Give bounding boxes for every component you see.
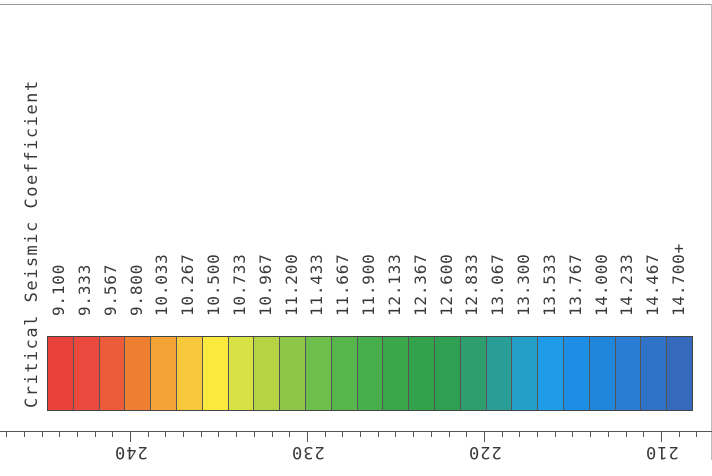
color-swatch bbox=[486, 337, 513, 410]
color-swatch bbox=[409, 337, 435, 410]
legend-value-label: 13.533 bbox=[539, 253, 559, 316]
ruler-minor-tick bbox=[42, 431, 43, 437]
color-swatch bbox=[383, 337, 410, 410]
legend-value-label: 10.733 bbox=[229, 253, 249, 316]
legend-value-label: 12.133 bbox=[384, 253, 404, 316]
legend-value-label: 11.667 bbox=[333, 253, 353, 316]
color-swatch bbox=[202, 337, 229, 410]
ruler-major-tick bbox=[130, 431, 131, 442]
color-swatch bbox=[228, 337, 255, 410]
ruler-minor-tick bbox=[272, 431, 273, 437]
ruler-minor-tick bbox=[112, 431, 113, 437]
color-swatch bbox=[254, 337, 281, 410]
ruler-minor-tick bbox=[236, 431, 237, 437]
color-swatch bbox=[48, 337, 74, 410]
ruler-minor-tick bbox=[360, 431, 361, 437]
ruler-minor-tick bbox=[590, 431, 591, 437]
color-swatch bbox=[641, 337, 668, 410]
legend-value-label: 9.100 bbox=[49, 263, 68, 316]
ruler-minor-tick bbox=[466, 431, 467, 437]
ruler-minor-tick bbox=[395, 431, 396, 437]
ruler-major-tick bbox=[307, 431, 308, 442]
ruler-minor-tick bbox=[342, 431, 343, 437]
legend-value-label: 10.967 bbox=[255, 253, 275, 316]
ruler-minor-tick bbox=[218, 431, 219, 437]
legend-value-label: 9.800 bbox=[126, 263, 146, 316]
ruler-major-tick bbox=[484, 431, 485, 442]
ruler-label: 210 bbox=[645, 442, 679, 462]
ruler-minor-tick bbox=[95, 431, 96, 437]
color-swatch bbox=[538, 337, 564, 410]
color-swatch bbox=[305, 337, 332, 410]
color-swatch bbox=[434, 337, 461, 410]
legend-value-label: 14.700+ bbox=[669, 242, 689, 316]
ruler-label: 230 bbox=[291, 442, 325, 462]
legend-value-label: 10.033 bbox=[152, 253, 172, 316]
color-swatch bbox=[357, 337, 384, 410]
legend-value-label: 10.500 bbox=[204, 253, 224, 316]
ruler-line bbox=[0, 431, 712, 432]
legend-value-label: 11.433 bbox=[307, 253, 327, 316]
color-swatch bbox=[99, 337, 126, 410]
legend-value-label: 11.900 bbox=[359, 253, 379, 316]
ruler-minor-tick bbox=[201, 431, 202, 437]
ruler-minor-tick bbox=[431, 431, 432, 437]
legend-value-label: 13.067 bbox=[488, 253, 508, 316]
ruler-minor-tick bbox=[24, 431, 25, 437]
ruler-minor-tick bbox=[6, 431, 7, 437]
ruler-label: 220 bbox=[468, 442, 502, 462]
legend-title: Critical Seismic Coefficient bbox=[22, 79, 42, 408]
color-swatch bbox=[460, 337, 487, 410]
ruler-major-tick bbox=[661, 431, 662, 442]
color-swatch bbox=[73, 337, 100, 410]
ruler-minor-tick bbox=[608, 431, 609, 437]
ruler-minor-tick bbox=[449, 431, 450, 437]
legend-value-label: 11.200 bbox=[281, 253, 301, 316]
color-swatch bbox=[151, 337, 177, 410]
legend-value-label: 12.833 bbox=[462, 253, 482, 316]
color-swatch bbox=[563, 337, 590, 410]
color-swatch bbox=[667, 337, 692, 410]
legend-value-label: 9.567 bbox=[100, 263, 120, 316]
ruler-minor-tick bbox=[183, 431, 184, 437]
ruler-minor-tick bbox=[413, 431, 414, 437]
legend-value-label: 9.333 bbox=[74, 263, 94, 316]
ruler-minor-tick bbox=[696, 431, 697, 437]
ruler-minor-tick bbox=[289, 431, 290, 437]
color-swatch bbox=[589, 337, 616, 410]
legend-value-label: 10.267 bbox=[178, 253, 198, 316]
legend-value-label: 14.000 bbox=[591, 253, 611, 316]
ruler-minor-tick bbox=[59, 431, 60, 437]
ruler-minor-tick bbox=[378, 431, 379, 437]
ruler-minor-tick bbox=[555, 431, 556, 437]
color-swatch bbox=[512, 337, 539, 410]
legend-value-label: 13.767 bbox=[565, 253, 585, 316]
ruler-minor-tick bbox=[325, 431, 326, 437]
ruler-label: 240 bbox=[114, 442, 148, 462]
ruler-minor-tick bbox=[77, 431, 78, 437]
ruler-minor-tick bbox=[254, 431, 255, 437]
ruler-minor-tick bbox=[148, 431, 149, 437]
color-scale-bar bbox=[47, 336, 693, 411]
ruler-minor-tick bbox=[626, 431, 627, 437]
legend-value-label: 14.233 bbox=[617, 253, 637, 316]
frame-top-border bbox=[0, 4, 712, 5]
color-swatch bbox=[125, 337, 152, 410]
color-swatch bbox=[331, 337, 358, 410]
ruler-minor-tick bbox=[679, 431, 680, 437]
color-swatch bbox=[615, 337, 642, 410]
legend-value-label: 12.600 bbox=[436, 253, 456, 316]
ruler-minor-tick bbox=[502, 431, 503, 437]
legend-value-label: 13.300 bbox=[514, 253, 534, 316]
ruler-minor-tick bbox=[643, 431, 644, 437]
color-swatch bbox=[280, 337, 306, 410]
legend-value-label: 12.367 bbox=[410, 253, 430, 316]
ruler-minor-tick bbox=[537, 431, 538, 437]
ruler-minor-tick bbox=[572, 431, 573, 437]
legend-value-label: 14.467 bbox=[643, 253, 663, 316]
ruler-minor-tick bbox=[519, 431, 520, 437]
color-swatch bbox=[176, 337, 203, 410]
ruler-minor-tick bbox=[165, 431, 166, 437]
